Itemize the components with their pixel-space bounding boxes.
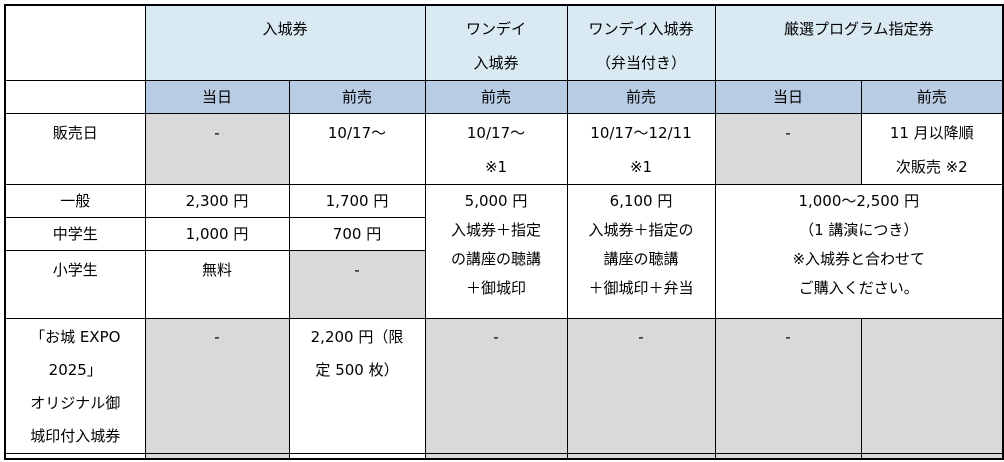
elementary-label: 小学生 — [4, 250, 146, 319]
subheader-nyujo-maeuri: 前売 — [288, 80, 426, 114]
subheader-oneday-maeuri: 前売 — [424, 80, 568, 114]
subheader-bento-maeuri: 前売 — [566, 80, 716, 114]
corner-cell-top — [4, 4, 146, 81]
sale-date-nyujo-maeuri: 10/17～ — [288, 113, 426, 185]
sliver-cell — [424, 453, 568, 460]
header-nyujoken: 入城券 — [144, 4, 426, 81]
subheader-program-maeuri: 前売 — [860, 80, 1004, 114]
sliver-cell — [566, 453, 716, 460]
elementary-price-row: 小学生 無料 - — [4, 250, 1003, 319]
oneday-bento-price-detail: 6,100 円 入城券＋指定の 講座の聴講 ＋御城印＋弁当 — [566, 184, 716, 319]
elementary-tojitsu-price: 無料 — [144, 250, 290, 319]
subheader-nyujo-tojitsu: 当日 — [144, 80, 290, 114]
sliver-cell — [714, 453, 862, 460]
sale-date-nyujo-tojitsu: - — [144, 113, 290, 185]
oneday-price-detail: 5,000 円 入城券＋指定 の講座の聴講 ＋御城印 — [424, 184, 568, 319]
original-label: 「お城 EXPO 2025」 オリジナル御 城印付入城券 — [4, 318, 146, 454]
original-nyujo-maeuri: 2,200 円（限 定 500 枚） — [288, 318, 426, 454]
header-oneday: ワンデイ 入城券 — [424, 4, 568, 81]
sale-date-row: 販売日 - 10/17～ 10/17～ ※1 10/17～12/11 ※1 - … — [4, 113, 1004, 185]
original-goshuin-row: 「お城 EXPO 2025」 オリジナル御 城印付入城券 - 2,200 円（限… — [4, 318, 1004, 454]
sub-header-row: 当日 前売 前売 前売 当日 前売 — [4, 80, 1004, 114]
original-program-tojitsu: - — [714, 318, 862, 454]
header-program: 厳選プログラム指定券 — [714, 4, 1004, 81]
subheader-program-tojitsu: 当日 — [714, 80, 862, 114]
junior-tojitsu-price: 1,000 円 — [144, 217, 290, 251]
original-nyujo-tojitsu: - — [144, 318, 290, 454]
program-price-detail: 1,000～2,500 円 （1 講演につき） ※入城券と合わせて ご購入くださ… — [714, 184, 1004, 319]
adult-tojitsu-price: 2,300 円 — [144, 184, 290, 218]
sale-date-program-maeuri: 11 月以降順 次販売 ※2 — [860, 113, 1004, 185]
sale-date-label: 販売日 — [4, 113, 146, 185]
original-oneday-bento: - — [566, 318, 716, 454]
cutoff-row-sliver — [4, 453, 1004, 460]
sale-date-program-tojitsu: - — [714, 113, 862, 185]
elementary-maeuri-price: - — [288, 250, 426, 319]
sliver-cell — [144, 453, 290, 460]
sliver-label-cell — [4, 453, 146, 460]
group-header-row: 入城券 ワンデイ 入城券 ワンデイ入城券 （弁当付き） 厳選プログラム指定券 — [4, 4, 1004, 81]
junior-maeuri-price: 700 円 — [288, 217, 426, 251]
sale-date-oneday: 10/17～ ※1 — [424, 113, 568, 185]
sliver-cell — [288, 453, 426, 460]
original-program-maeuri — [860, 318, 1004, 454]
corner-cell-sub — [4, 80, 146, 114]
junior-label: 中学生 — [4, 217, 146, 251]
junior-price-row: 中学生 1,000 円 700 円 — [4, 217, 1003, 251]
adult-maeuri-price: 1,700 円 — [288, 184, 426, 218]
adult-label: 一般 — [4, 184, 146, 218]
adult-price-row: 一般 2,300 円 1,700 円 5,000 円 入城券＋指定 の講座の聴講… — [4, 184, 1004, 319]
sliver-cell — [860, 453, 1004, 460]
original-oneday: - — [424, 318, 568, 454]
header-oneday-bento: ワンデイ入城券 （弁当付き） — [566, 4, 716, 81]
ticket-price-table: 入城券 ワンデイ 入城券 ワンデイ入城券 （弁当付き） 厳選プログラム指定券 当… — [4, 4, 1004, 460]
sale-date-oneday-bento: 10/17～12/11 ※1 — [566, 113, 716, 185]
